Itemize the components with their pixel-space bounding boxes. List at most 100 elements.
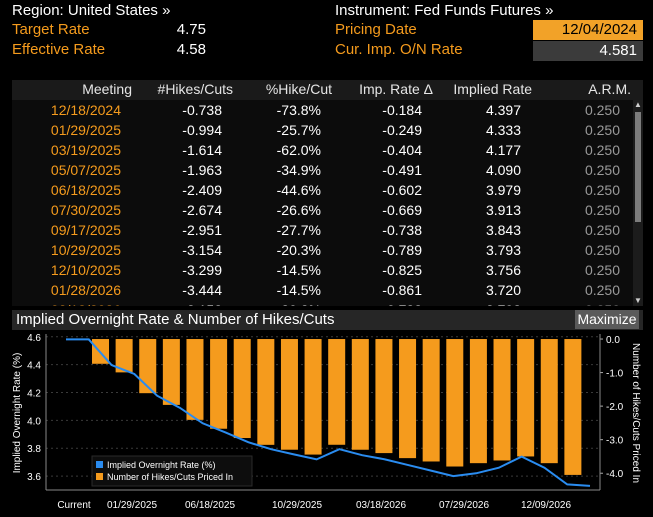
- cell-hikes-cuts: -0.738: [182, 102, 222, 118]
- left-tick-label: 3.6: [27, 472, 41, 483]
- bar: [564, 339, 582, 475]
- cell-meeting: 01/29/2025: [50, 122, 121, 138]
- table-row[interactable]: 01/29/2025 -0.994 -25.7% -0.249 4.333 0.250: [12, 121, 632, 141]
- pricing-date-label: Pricing Date: [335, 21, 417, 38]
- table-row[interactable]: 03/19/2025 -1.614 -62.0% -0.404 4.177 0.250: [12, 141, 632, 161]
- bar: [351, 339, 369, 450]
- meetings-table: Meeting #Hikes/Cuts %Hike/Cut Imp. Rate …: [12, 80, 643, 306]
- col-arm[interactable]: A.R.M.: [588, 81, 631, 97]
- cell-imp-delta: -0.789: [382, 242, 422, 258]
- cell-hikes-cuts: -2.674: [182, 202, 222, 218]
- bar: [493, 339, 511, 461]
- cell-hikes-cuts: -1.963: [182, 162, 222, 178]
- table-scrollbar[interactable]: ▲ ▼: [633, 100, 643, 306]
- cell-arm: 0.250: [584, 142, 620, 158]
- right-tick-label: -3.0: [606, 436, 624, 447]
- x-tick-label: 12/09/2026: [521, 500, 571, 511]
- cell-arm: 0.250: [584, 102, 620, 118]
- bar: [257, 339, 275, 445]
- cell-arm: 0.250: [584, 222, 620, 238]
- table-header: Meeting #Hikes/Cuts %Hike/Cut Imp. Rate …: [12, 80, 643, 100]
- cell-arm: 0.250: [584, 262, 620, 278]
- cell-meeting: 09/17/2025: [50, 222, 121, 238]
- bar: [139, 339, 157, 394]
- cell-imp-delta: -0.404: [382, 142, 422, 158]
- cell-implied-rate: 3.720: [485, 282, 521, 298]
- effective-rate-value: 4.58: [176, 41, 206, 58]
- cell-meeting: 07/30/2025: [50, 202, 121, 218]
- table-row[interactable]: 03/18/2026 -3.152 +29.2% -0.788 3.793 0.250: [12, 301, 632, 306]
- cell-imp-delta: -0.491: [382, 162, 422, 178]
- cell-hikes-cuts: -2.409: [182, 182, 222, 198]
- implied-rate-line: [66, 338, 591, 487]
- cell-pct: -34.9%: [276, 162, 321, 178]
- cell-implied-rate: 3.843: [485, 222, 521, 238]
- cell-imp-delta: -0.861: [382, 282, 422, 298]
- cell-pct: -14.5%: [276, 282, 321, 298]
- scroll-thumb[interactable]: [635, 112, 641, 222]
- left-tick-label: 4.0: [27, 416, 41, 427]
- cur-imp-rate-field[interactable]: 4.581: [533, 41, 643, 61]
- bar: [517, 339, 535, 457]
- header-panel: Region: United States » Instrument: Fed …: [0, 0, 653, 80]
- cell-hikes-cuts: -1.614: [182, 142, 222, 158]
- col-imp-rate-delta[interactable]: Imp. Rate Δ: [359, 81, 433, 97]
- table-row[interactable]: 05/07/2025 -1.963 -34.9% -0.491 4.090 0.250: [12, 161, 632, 181]
- col-meeting[interactable]: Meeting: [82, 81, 132, 97]
- x-tick-label: 01/29/2025: [107, 500, 157, 511]
- cell-implied-rate: 3.756: [485, 262, 521, 278]
- right-tick-label: -1.0: [606, 369, 624, 380]
- cell-hikes-cuts: -0.994: [182, 122, 222, 138]
- cell-arm: 0.250: [584, 242, 620, 258]
- cell-pct: -44.6%: [276, 182, 321, 198]
- x-tick-label: 03/18/2026: [356, 500, 406, 511]
- x-tick-label: 10/29/2025: [272, 500, 322, 511]
- cell-imp-delta: -0.825: [382, 262, 422, 278]
- maximize-button[interactable]: Maximize: [575, 310, 639, 329]
- bar: [375, 339, 393, 454]
- cell-implied-rate: 4.397: [485, 102, 521, 118]
- bar: [540, 339, 558, 464]
- col-pct-hike-cut[interactable]: %Hike/Cut: [265, 81, 332, 97]
- cell-hikes-cuts: -3.152: [182, 302, 222, 306]
- scroll-down-icon[interactable]: ▼: [634, 296, 642, 305]
- left-tick-label: 4.2: [27, 389, 41, 400]
- instrument-selector[interactable]: Instrument: Fed Funds Futures »: [335, 2, 554, 19]
- bar: [422, 339, 440, 462]
- table-row[interactable]: 12/18/2024 -0.738 -73.8% -0.184 4.397 0.250: [12, 101, 632, 121]
- table-row[interactable]: 07/30/2025 -2.674 -26.6% -0.669 3.913 0.250: [12, 201, 632, 221]
- table-row[interactable]: 06/18/2025 -2.409 -44.6% -0.602 3.979 0.250: [12, 181, 632, 201]
- table-row[interactable]: 10/29/2025 -3.154 -20.3% -0.789 3.793 0.250: [12, 241, 632, 261]
- cell-meeting: 10/29/2025: [50, 242, 121, 258]
- left-axis-title: Implied Overnight Rate (%): [12, 353, 23, 474]
- left-tick-label: 4.4: [27, 361, 41, 372]
- pricing-date-field[interactable]: 12/04/2024: [533, 20, 643, 40]
- cell-arm: 0.250: [584, 122, 620, 138]
- cell-arm: 0.250: [584, 282, 620, 298]
- legend-label-hikes: Number of Hikes/Cuts Priced In: [107, 472, 233, 482]
- cell-implied-rate: 3.793: [486, 302, 521, 306]
- cell-arm: 0.250: [584, 182, 620, 198]
- cell-implied-rate: 4.090: [485, 162, 521, 178]
- bar: [162, 339, 180, 405]
- scroll-up-icon[interactable]: ▲: [634, 100, 642, 109]
- legend-swatch-rate: [96, 461, 103, 468]
- cell-hikes-cuts: -3.299: [182, 262, 222, 278]
- right-tick-label: -2.0: [606, 402, 624, 413]
- bar: [399, 339, 417, 459]
- col-hikes-cuts[interactable]: #Hikes/Cuts: [157, 81, 233, 97]
- table-row[interactable]: 09/17/2025 -2.951 -27.7% -0.738 3.843 0.250: [12, 221, 632, 241]
- col-implied-rate[interactable]: Implied Rate: [453, 81, 532, 97]
- x-tick-label: Current: [57, 500, 91, 511]
- cell-imp-delta: -0.788: [382, 302, 422, 306]
- table-row[interactable]: 12/10/2025 -3.299 -14.5% -0.825 3.756 0.250: [12, 261, 632, 281]
- table-row[interactable]: 01/28/2026 -3.444 -14.5% -0.861 3.720 0.250: [12, 281, 632, 301]
- left-tick-label: 3.8: [27, 444, 41, 455]
- cell-arm: 0.250: [584, 162, 620, 178]
- cell-implied-rate: 3.979: [485, 182, 521, 198]
- bar: [233, 339, 251, 439]
- cell-pct: -14.5%: [276, 262, 321, 278]
- legend-label-rate: Implied Overnight Rate (%): [107, 460, 216, 470]
- region-selector[interactable]: Region: United States »: [12, 2, 171, 19]
- bar: [469, 339, 487, 464]
